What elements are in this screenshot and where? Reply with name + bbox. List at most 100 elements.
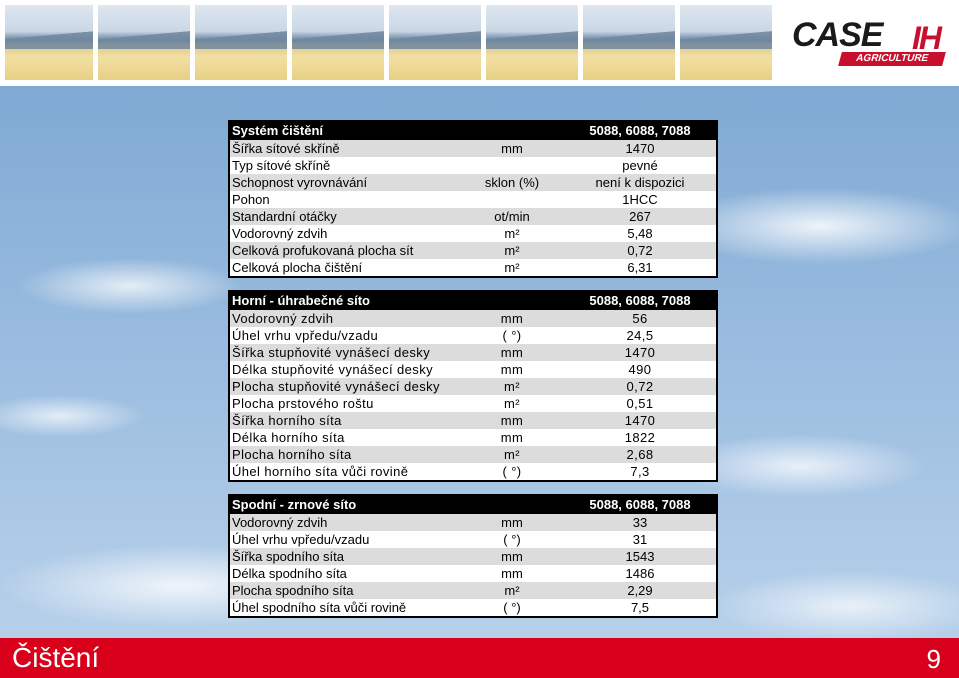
- row-value: 6,31: [627, 260, 653, 275]
- row-unit: mm: [500, 413, 524, 428]
- field-photo: [5, 5, 93, 80]
- header-photo-strip: [0, 0, 778, 82]
- row-unit: m²: [504, 260, 520, 275]
- table-row: Plocha stupňovité vynášecí desky m² 0,72: [230, 378, 716, 395]
- field-photo: [292, 5, 384, 80]
- table-row: Šířka spodního síta mm 1543: [230, 548, 716, 565]
- table-header: Spodní - zrnové síto 5088, 6088, 7088: [230, 496, 716, 514]
- row-label: Úhel vrhu vpředu/vzadu: [232, 532, 370, 547]
- row-value: 31: [632, 532, 648, 547]
- row-label: Plocha horního síta: [232, 447, 352, 462]
- row-label: Vodorovný zdvih: [232, 515, 328, 530]
- page-number: 9: [926, 644, 941, 674]
- table-row: Plocha spodního síta m² 2,29: [230, 582, 716, 599]
- row-label: Šířka stupňovité vynášecí desky: [232, 345, 431, 360]
- logo-wordmark: CASE: [792, 16, 883, 54]
- table-header: Horní - úhrabečné síto 5088, 6088, 7088: [230, 292, 716, 310]
- row-label: Plocha prstového roštu: [232, 396, 374, 411]
- table-body: Vodorovný zdvih mm 33 Úhel vrhu vpředu/vza…: [230, 514, 716, 616]
- spec-table-upper-sieve: Horní - úhrabečné síto 5088, 6088, 7088 …: [228, 290, 718, 482]
- table-row: Šířka horního síta mm 1470: [230, 412, 716, 429]
- row-label: Plocha spodního síta: [232, 583, 354, 598]
- logo-subtitle: AGRICULTURE: [838, 52, 946, 66]
- row-unit: mm: [500, 362, 524, 377]
- row-label: Schopnost vyrovnávání: [232, 175, 368, 190]
- table-title: Spodní - zrnové síto: [232, 497, 357, 512]
- table-row: Úhel vrhu vpředu/vzadu ( °) 24,5: [230, 327, 716, 344]
- row-value: 1470: [624, 413, 656, 428]
- row-value: 7,3: [630, 464, 650, 479]
- row-label: Pohon: [232, 192, 270, 207]
- row-label: Délka stupňovité vynášecí desky: [232, 362, 433, 377]
- row-label: Šířka horního síta: [232, 413, 342, 428]
- row-unit: m²: [504, 226, 520, 241]
- table-row: Celková plocha čištění m² 6,31: [230, 259, 716, 276]
- row-value: není k dispozici: [595, 175, 685, 190]
- table-row: Typ sítové skříně pevné: [230, 157, 716, 174]
- row-unit: mm: [501, 141, 523, 156]
- row-value: 0,72: [627, 243, 653, 258]
- row-label: Typ sítové skříně: [232, 158, 331, 173]
- spec-table-cleaning-system: Systém čištění 5088, 6088, 7088 Šířka sí…: [228, 120, 718, 278]
- table-row: Standardní otáčky ot/min 267: [230, 208, 716, 225]
- row-value: 0,72: [626, 379, 654, 394]
- row-value: 33: [632, 515, 648, 530]
- field-photo: [389, 5, 481, 80]
- table-body: Vodorovný zdvih mm 56 Úhel vrhu vpředu/vza…: [230, 310, 716, 480]
- models-label: 5088, 6088, 7088: [589, 497, 691, 512]
- row-value: 490: [628, 362, 652, 377]
- row-label: Vodorovný zdvih: [232, 311, 334, 326]
- row-value: 2,29: [627, 583, 653, 598]
- table-row: Délka spodního síta mm 1486: [230, 565, 716, 582]
- case-ih-logo: CASE IH AGRICULTURE: [780, 14, 950, 70]
- row-value: 1543: [625, 549, 655, 564]
- row-value: 2,68: [626, 447, 654, 462]
- row-value: 1HCC: [622, 192, 658, 207]
- row-label: Celková plocha čištění: [232, 260, 363, 275]
- logo-ih-mark: IH: [912, 20, 942, 56]
- field-photo: [486, 5, 578, 80]
- table-body: Šířka sítové skříně mm 1470 Typ sítové skř…: [230, 140, 716, 276]
- table-row: Šířka sítové skříně mm 1470: [230, 140, 716, 157]
- row-value: 1470: [624, 345, 656, 360]
- row-value: 24,5: [626, 328, 654, 343]
- row-value: 1470: [625, 141, 655, 156]
- table-row: Úhel spodního síta vůči rovině ( °) 7,5: [230, 599, 716, 616]
- row-value: 1822: [624, 430, 656, 445]
- row-unit: sklon (%): [484, 175, 540, 190]
- spec-table-lower-sieve: Spodní - zrnové síto 5088, 6088, 7088 Vo…: [228, 494, 718, 618]
- row-unit: mm: [500, 430, 524, 445]
- row-unit: ( °): [502, 328, 522, 343]
- table-row: Vodorovný zdvih mm 33: [230, 514, 716, 531]
- row-unit: ( °): [503, 532, 521, 547]
- row-value: pevné: [622, 158, 658, 173]
- table-row: Plocha prstového roštu m² 0,51: [230, 395, 716, 412]
- row-label: Úhel horního síta vůči rovině: [232, 464, 409, 479]
- table-row: Vodorovný zdvih m² 5,48: [230, 225, 716, 242]
- row-unit: mm: [500, 311, 524, 326]
- row-unit: m²: [504, 243, 520, 258]
- section-title: Čištění: [12, 642, 100, 673]
- row-label: Celková profukovaná plocha sít: [232, 243, 414, 258]
- row-unit: m²: [504, 447, 520, 462]
- row-value: 0,51: [626, 396, 654, 411]
- row-label: Délka horního síta: [232, 430, 345, 445]
- row-value: 267: [629, 209, 651, 224]
- table-row: Úhel vrhu vpředu/vzadu ( °) 31: [230, 531, 716, 548]
- row-unit: m²: [504, 396, 520, 411]
- table-title: Systém čištění: [232, 123, 324, 138]
- row-label: Plocha stupňovité vynášecí desky: [232, 379, 440, 394]
- table-title: Horní - úhrabečné síto: [232, 293, 370, 308]
- row-unit: mm: [501, 515, 523, 530]
- row-label: Délka spodního síta: [232, 566, 347, 581]
- table-row: Šířka stupňovité vynášecí desky mm 1470: [230, 344, 716, 361]
- field-photo: [583, 5, 675, 80]
- table-row: Plocha horního síta m² 2,68: [230, 446, 716, 463]
- table-row: Schopnost vyrovnávání sklon (%) není k dis…: [230, 174, 716, 191]
- row-unit: m²: [504, 583, 520, 598]
- table-row: Délka horního síta mm 1822: [230, 429, 716, 446]
- row-unit: mm: [501, 549, 523, 564]
- row-unit: ot/min: [494, 209, 530, 224]
- row-unit: ( °): [503, 600, 521, 615]
- models-label: 5088, 6088, 7088: [589, 123, 691, 138]
